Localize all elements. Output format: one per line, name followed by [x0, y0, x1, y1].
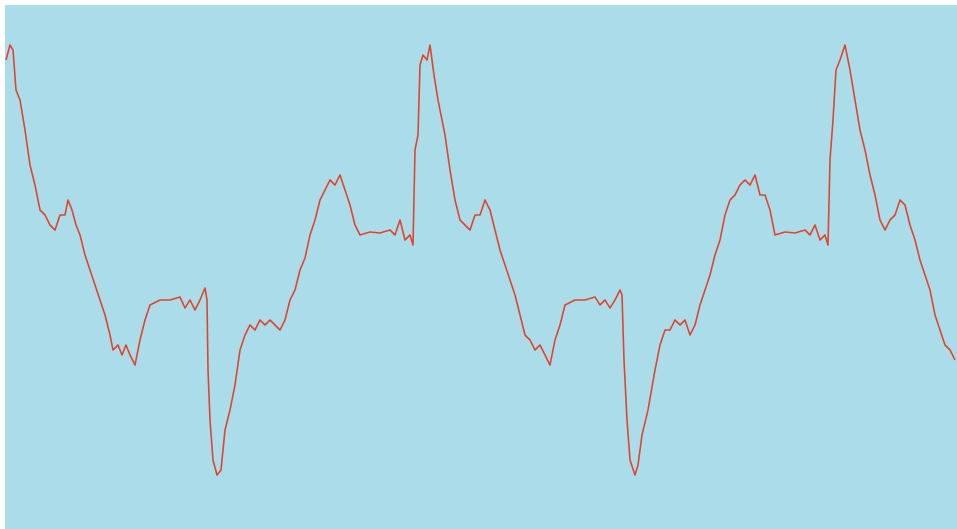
plot-background [5, 5, 957, 529]
waveform-line [5, 44, 956, 476]
